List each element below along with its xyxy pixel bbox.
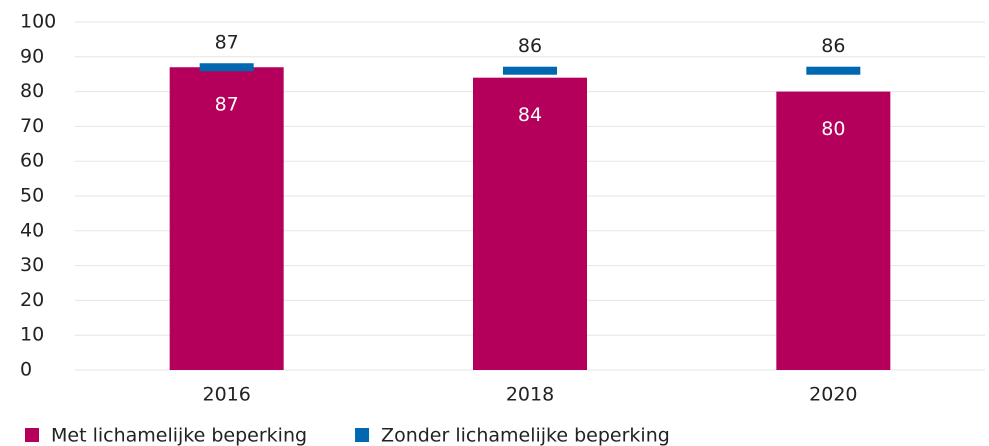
x-tick-label: 2020 [809,384,857,406]
y-tick-label: 100 [20,11,56,33]
bar [776,91,891,370]
value-label: 86 [821,35,845,57]
marker [806,66,861,75]
y-tick-label: 50 [20,185,44,207]
y-tick-label: 20 [20,289,44,311]
y-tick-label: 40 [20,219,44,241]
y-tick-label: 60 [20,150,44,172]
value-label: 87 [215,94,239,116]
y-tick-label: 10 [20,324,44,346]
marker [503,66,557,75]
bar [169,67,284,371]
value-label: 87 [215,32,239,54]
bar [473,77,587,371]
legend-swatch [25,428,39,442]
value-label: 86 [518,35,542,57]
y-tick-label: 30 [20,254,44,276]
x-tick-label: 2016 [202,384,250,406]
y-tick-label: 90 [20,45,44,67]
legend-label: Met lichamelijke beperking [51,425,307,446]
y-tick-label: 80 [20,80,44,102]
legend-label: Zonder lichamelijke beperking [381,425,670,446]
legend-swatch [355,428,370,442]
x-tick-label: 2018 [506,384,554,406]
y-tick-label: 0 [20,359,32,381]
y-tick-label: 70 [20,115,44,137]
value-label: 84 [518,104,542,126]
value-label: 80 [821,118,845,140]
marker [199,63,254,72]
